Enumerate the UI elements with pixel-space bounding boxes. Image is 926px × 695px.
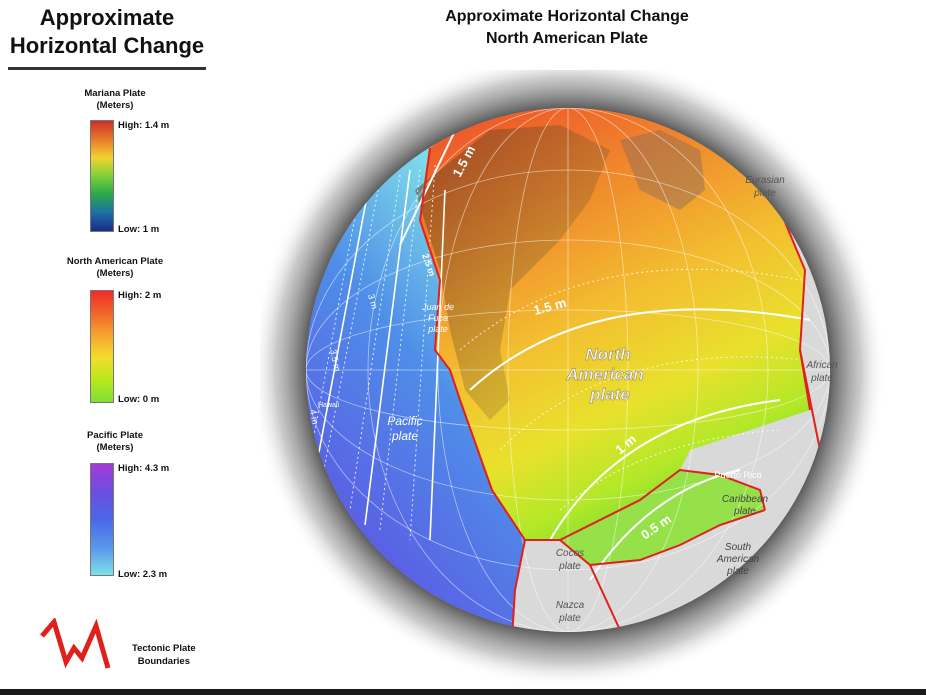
caribbean-label-line1: Caribbean <box>722 494 769 505</box>
juan-de-fuca-label-line3: plate <box>427 324 448 334</box>
mariana-low-label: Low: 1 m <box>118 224 160 235</box>
legend-title-line1: Approximate <box>39 5 175 30</box>
plate-boundary-symbol-icon <box>40 618 111 669</box>
pacific-legend-units: (Meters) <box>96 442 134 453</box>
north-american-legend-heading: North American Plate (Meters) <box>30 256 200 280</box>
caribbean-plate-region <box>560 470 765 565</box>
south-american-label-line1: South <box>725 542 752 553</box>
cocos-label-line1: Cocos <box>556 548 584 559</box>
legend-divider <box>8 67 206 70</box>
contour-label-3-5m: 3.5 m <box>328 348 342 372</box>
african-label-line1: African <box>805 360 838 371</box>
map-title-line2: North American Plate <box>485 30 649 47</box>
pacific-high-label: High: 4.3 m <box>118 463 170 474</box>
legend-title: Approximate Horizontal Change <box>0 4 214 60</box>
caribbean-plate-label: Caribbean plate <box>722 494 769 517</box>
hawaii-label: Hawaii <box>318 402 339 409</box>
north-american-label-line2: American <box>565 365 643 384</box>
cocos-plate-label: Cocos plate <box>556 548 584 572</box>
eurasian-label-line2: plate <box>753 188 776 199</box>
pacific-low-label: Low: 2.3 m <box>118 569 168 580</box>
african-label-line2: plate <box>810 373 833 384</box>
south-american-plate-label: South American plate <box>716 542 760 577</box>
legend-title-line2: Horizontal Change <box>9 33 205 58</box>
map-title: Approximate Horizontal Change North Amer… <box>360 6 774 50</box>
cocos-label-line2: plate <box>558 561 581 572</box>
puerto-rico-label: Puerto Rico <box>714 470 761 480</box>
nazca-label-line2: plate <box>558 613 581 624</box>
north-american-label-line3: plate <box>589 385 630 404</box>
contour-label-4m: 4 m <box>308 409 320 426</box>
north-american-label-line1: North <box>585 345 630 364</box>
nazca-plate-label: Nazca plate <box>556 600 585 624</box>
nazca-label-line1: Nazca <box>556 600 585 611</box>
eurasian-plate-label: Eurasian plate <box>745 175 785 199</box>
north-american-low-label: Low: 0 m <box>118 394 160 405</box>
contour-label-3m: 3 m <box>366 293 380 310</box>
juan-de-fuca-plate-label: Juan de Fuca plate <box>421 302 454 334</box>
globe-map: 1.5 m 1.5 m 1 m 0.5 m 2.5 m 3 m 3.5 m 4 … <box>260 70 886 688</box>
plate-boundaries-label-line1: Tectonic Plate <box>132 643 196 654</box>
mariana-color-ramp <box>90 120 114 232</box>
north-american-plate-label: North American plate <box>565 345 644 404</box>
mariana-legend-name: Mariana Plate <box>84 88 146 99</box>
mariana-legend-heading: Mariana Plate (Meters) <box>30 88 200 112</box>
greenland-relief <box>620 130 705 210</box>
north-american-legend-name: North American Plate <box>66 256 164 267</box>
north-american-color-ramp <box>90 290 114 403</box>
mariana-legend-units: (Meters) <box>96 100 134 111</box>
pacific-label-line2: plate <box>391 429 418 443</box>
juan-de-fuca-label-line2: Fuca <box>428 313 448 323</box>
pacific-plate-label: Pacific plate <box>387 414 422 443</box>
pacific-label-line1: Pacific <box>387 414 422 428</box>
pacific-legend-name: Pacific Plate <box>87 430 143 441</box>
african-plate-label: African plate <box>805 360 838 384</box>
juan-de-fuca-label-line1: Juan de <box>421 302 454 312</box>
plate-boundaries-label: Tectonic Plate Boundaries <box>132 642 196 668</box>
south-american-label-line3: plate <box>726 566 749 577</box>
caribbean-label-line2: plate <box>733 506 756 517</box>
bottom-border <box>0 689 926 695</box>
pacific-major-contours <box>309 169 446 541</box>
map-title-line1: Approximate Horizontal Change <box>445 8 689 25</box>
pacific-legend-heading: Pacific Plate (Meters) <box>30 430 200 454</box>
south-american-label-line2: American <box>716 554 760 565</box>
eurasian-label-line1: Eurasian <box>745 175 785 186</box>
mariana-high-label: High: 1.4 m <box>118 120 170 131</box>
north-american-high-label: High: 2 m <box>118 290 162 301</box>
pacific-color-ramp <box>90 463 114 576</box>
plate-boundaries-label-line2: Boundaries <box>137 656 190 667</box>
north-american-legend-units: (Meters) <box>96 268 134 279</box>
north-american-minor-contours <box>459 268 806 511</box>
